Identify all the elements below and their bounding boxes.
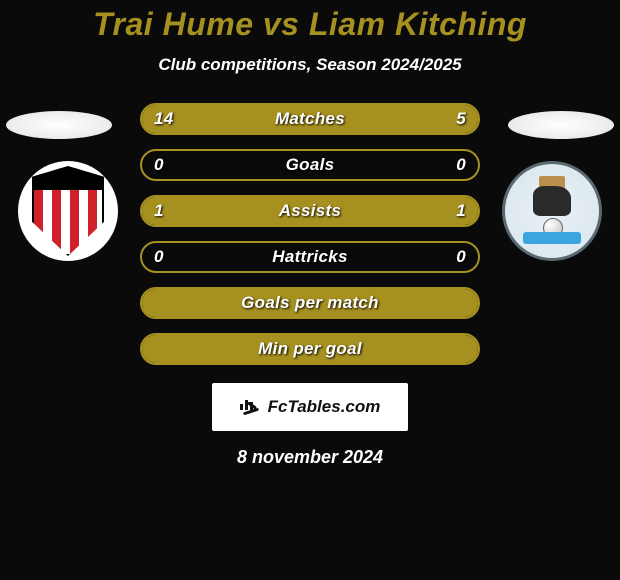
player-shadow-right	[508, 111, 614, 139]
club-crest-left	[18, 161, 118, 261]
club-crest-right	[502, 161, 602, 261]
stat-row-min-per-goal: Min per goal	[140, 333, 480, 365]
player-shadow-left	[6, 111, 112, 139]
stat-row-matches: 145Matches	[140, 103, 480, 135]
page-title: Trai Hume vs Liam Kitching	[0, 6, 620, 43]
coventry-crest-icon	[517, 176, 587, 246]
brand-logo-icon	[240, 396, 262, 418]
date-line: 8 november 2024	[0, 447, 620, 468]
brand-text: FcTables.com	[268, 397, 381, 417]
sunderland-crest-icon	[32, 166, 104, 256]
stat-bars: 145Matches 00Goals 11Assists 00Hattricks Goa…	[140, 103, 480, 365]
stat-label: Matches	[142, 109, 478, 129]
stat-row-hattricks: 00Hattricks	[140, 241, 480, 273]
stat-label: Assists	[142, 201, 478, 221]
stat-label: Goals	[142, 155, 478, 175]
stats-area: 145Matches 00Goals 11Assists 00Hattricks Goa…	[0, 103, 620, 365]
stat-row-goals: 00Goals	[140, 149, 480, 181]
stat-row-assists: 11Assists	[140, 195, 480, 227]
stat-row-goals-per-match: Goals per match	[140, 287, 480, 319]
stat-label: Min per goal	[142, 339, 478, 359]
stat-label: Hattricks	[142, 247, 478, 267]
page-subtitle: Club competitions, Season 2024/2025	[0, 55, 620, 75]
brand-badge: FcTables.com	[212, 383, 408, 431]
stat-label: Goals per match	[142, 293, 478, 313]
